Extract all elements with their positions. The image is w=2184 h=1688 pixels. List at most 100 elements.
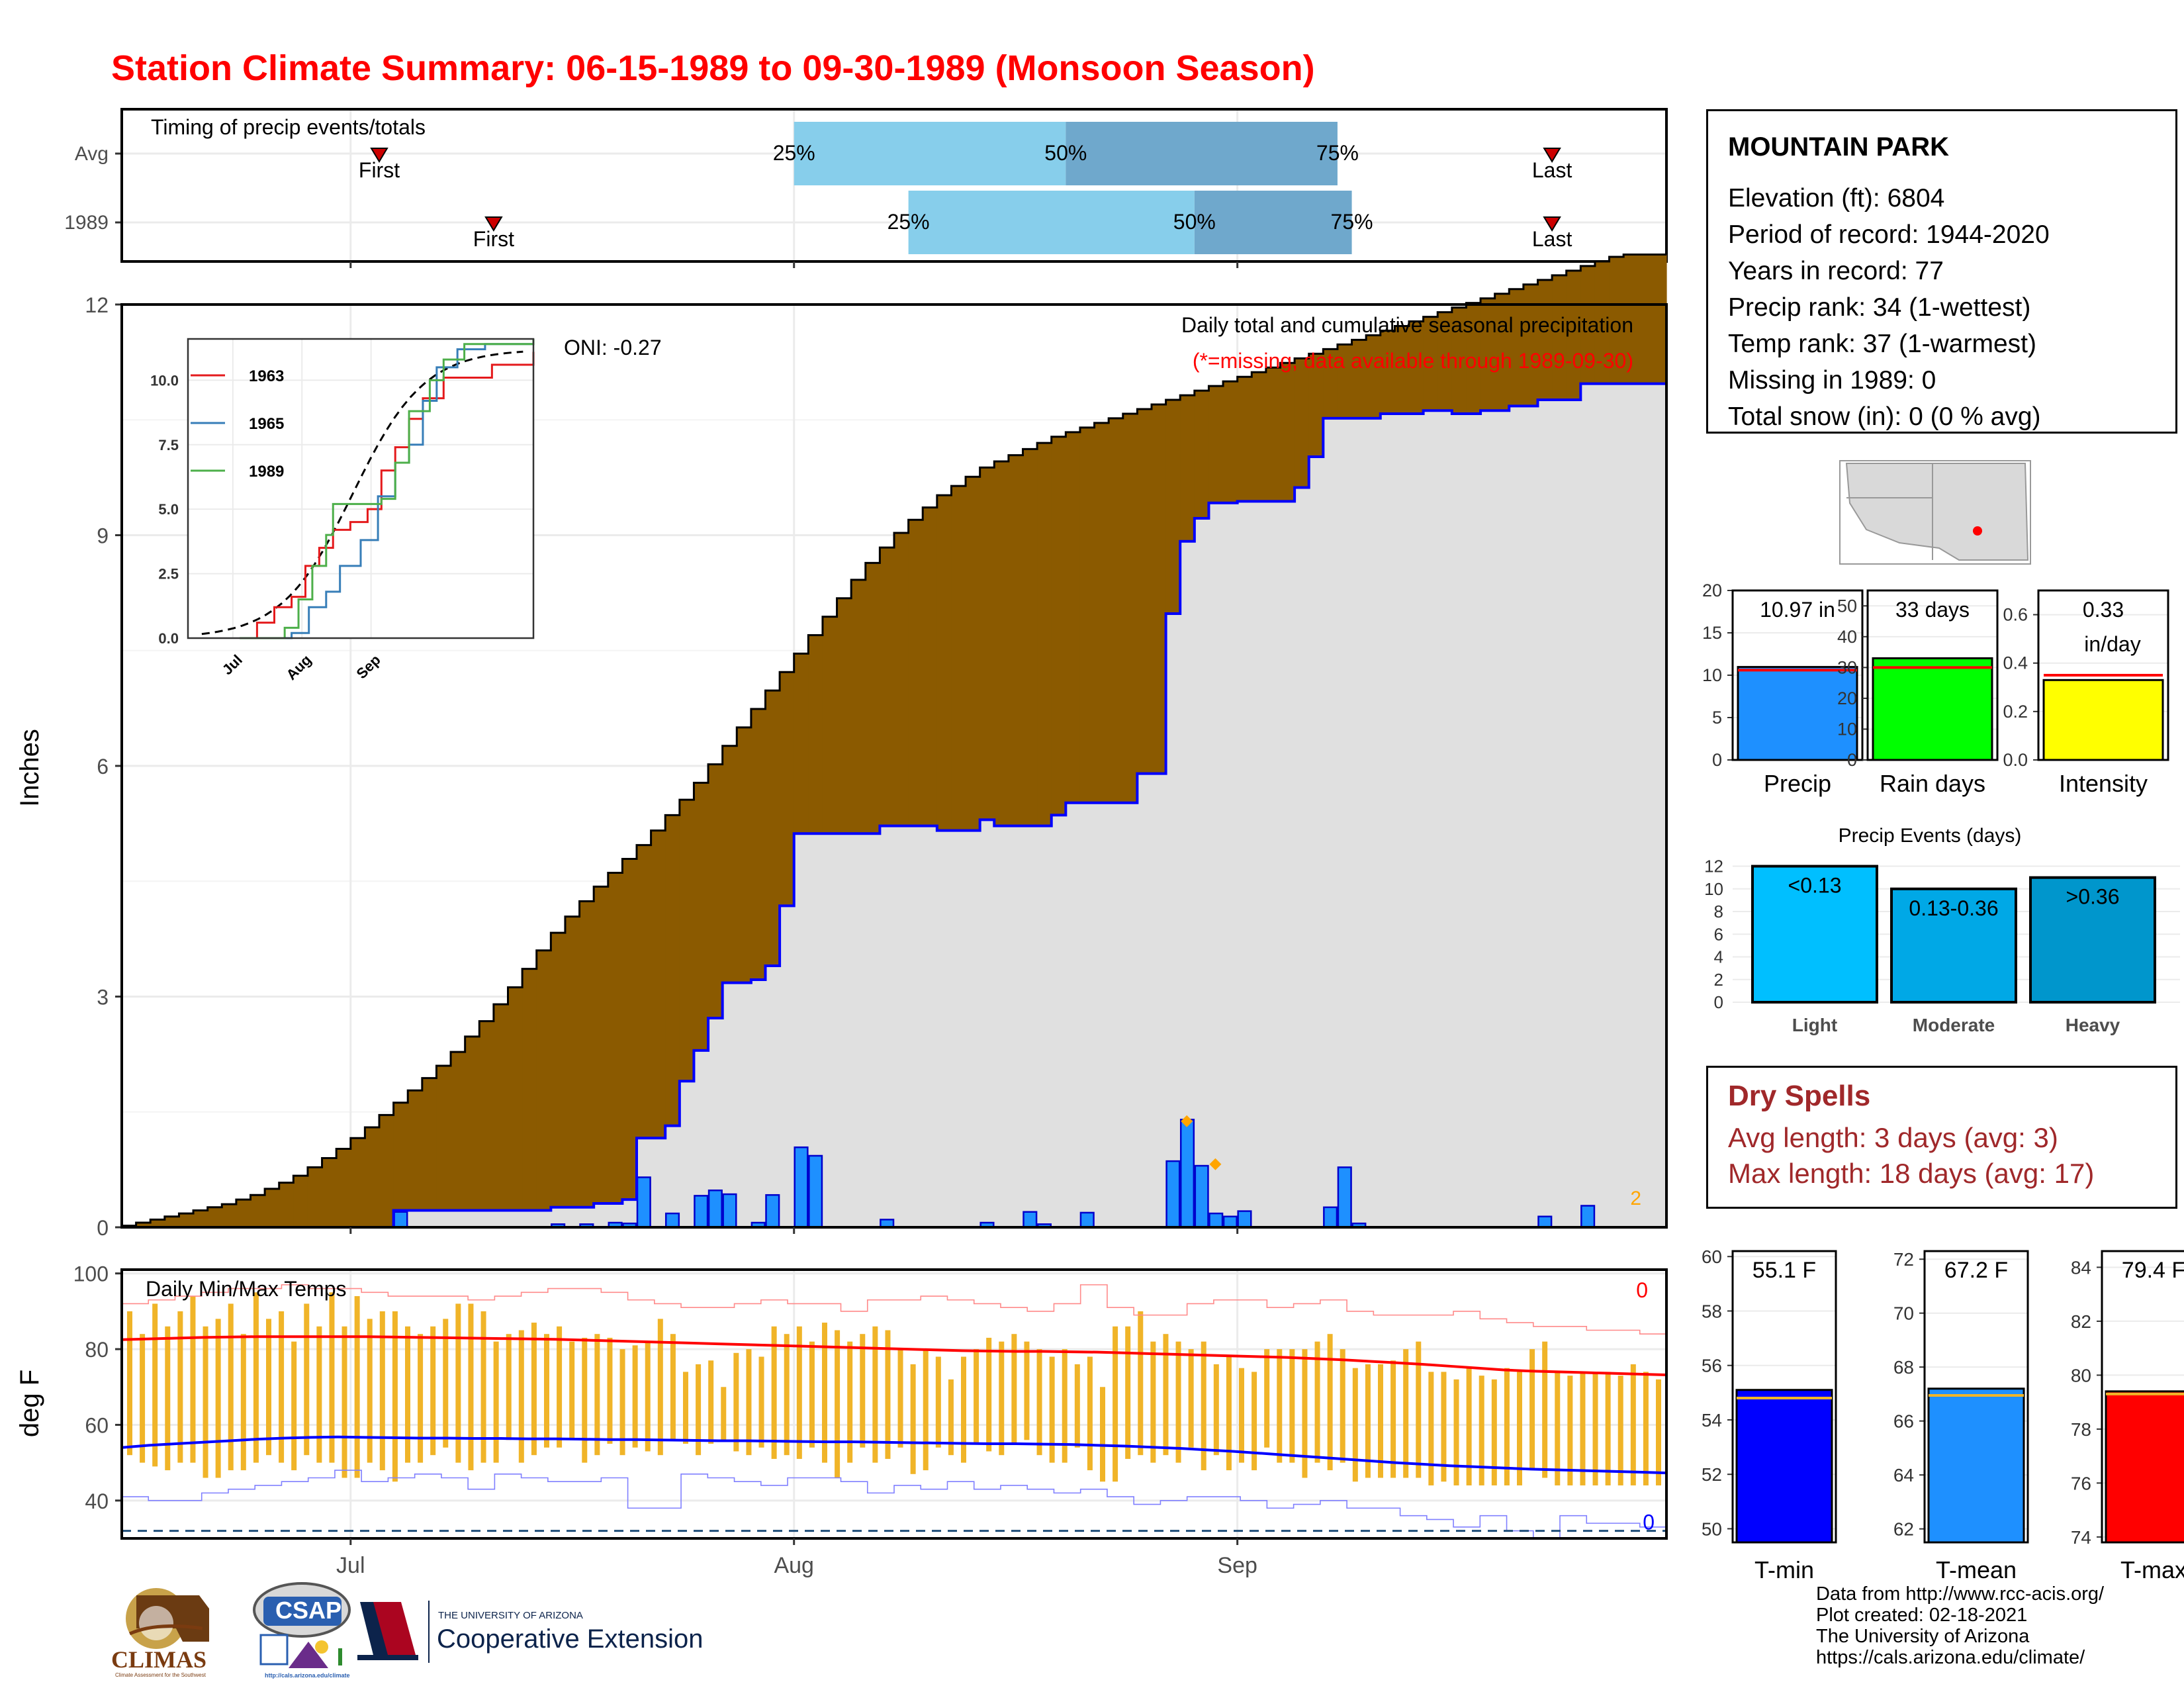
daily-temp-range-bar bbox=[1302, 1349, 1308, 1478]
below-average-fill bbox=[1509, 289, 1524, 406]
station-info-panel: MOUNTAIN PARK Elevation (ft): 6804 Perio… bbox=[1706, 109, 2177, 434]
daily-precip-bar bbox=[1222, 1215, 1238, 1229]
below-average-fill bbox=[265, 1188, 280, 1227]
below-average-fill bbox=[780, 672, 795, 906]
temp-y-tick-label: 40 bbox=[85, 1489, 109, 1513]
below-average-fill bbox=[1079, 427, 1095, 803]
below-average-fill bbox=[708, 764, 723, 1019]
x-axis-month-label: Sep bbox=[1217, 1553, 1257, 1578]
precip-events-title: Precip Events (days) bbox=[1839, 825, 2022, 847]
daily-temp-range-bar bbox=[1428, 1372, 1434, 1485]
daily-temp-range-bar bbox=[1150, 1341, 1156, 1463]
summary-bar-category-label: Precip bbox=[1764, 770, 1831, 797]
first-event-marker bbox=[484, 216, 503, 232]
station-snow: Total snow (in): 0 (0 % avg) bbox=[1728, 402, 2041, 431]
daily-temp-range-bar bbox=[518, 1330, 524, 1463]
daily-temp-range-bar bbox=[190, 1296, 196, 1463]
precip-events-bar-label: <0.13 bbox=[1788, 874, 1842, 898]
below-average-fill bbox=[951, 486, 966, 831]
precip-events-bar-label: 0.13-0.36 bbox=[1909, 896, 1998, 920]
inset-bg bbox=[188, 339, 533, 638]
below-average-fill bbox=[1394, 326, 1410, 414]
below-average-fill bbox=[279, 1182, 294, 1227]
below-average-fill bbox=[765, 690, 780, 966]
daily-temp-range-bar bbox=[1163, 1334, 1169, 1456]
csap-url: http://cals.arizona.edu/climate bbox=[265, 1672, 350, 1679]
daily-temp-range-bar bbox=[923, 1349, 929, 1471]
below-average-fill bbox=[579, 901, 594, 1207]
first-event-marker bbox=[370, 148, 388, 163]
daily-temp-range-bar bbox=[1125, 1326, 1131, 1459]
below-average-fill bbox=[436, 1066, 451, 1211]
daily-temp-range-bar bbox=[1542, 1341, 1548, 1478]
below-average-fill bbox=[1066, 432, 1081, 803]
daily-temp-range-bar bbox=[986, 1337, 992, 1452]
credit-line: The University of Arizona bbox=[1816, 1626, 2030, 1647]
daily-temp-range-bar bbox=[1504, 1368, 1510, 1485]
daily-temp-range-bar bbox=[443, 1319, 449, 1448]
below-average-fill bbox=[551, 933, 566, 1207]
below-average-fill bbox=[393, 1102, 408, 1211]
logo-strip: CLIMAS Climate Assessment for the Southw… bbox=[110, 1582, 745, 1681]
daily-temp-range-bar bbox=[1289, 1349, 1295, 1463]
below-average-fill bbox=[923, 507, 938, 826]
daily-temp-range-bar bbox=[405, 1326, 410, 1463]
summary-bar-value bbox=[2042, 679, 2164, 761]
inset-legend-label: 1965 bbox=[249, 415, 284, 433]
summary-bar-y-tick-label: 20 bbox=[1702, 581, 1722, 600]
daily-temp-range-bar bbox=[809, 1341, 815, 1448]
inset-legend-label: 1989 bbox=[249, 463, 284, 481]
daily-temp-range-bar bbox=[1024, 1341, 1030, 1440]
daily-temp-range-bar bbox=[367, 1319, 373, 1463]
daily-temp-range-bar bbox=[392, 1311, 398, 1482]
below-average-fill bbox=[1295, 358, 1310, 488]
below-average-fill bbox=[1523, 284, 1539, 406]
average-tmax-line bbox=[121, 1335, 1667, 1376]
below-average-fill bbox=[293, 1176, 308, 1227]
below-average-fill bbox=[722, 745, 737, 983]
below-average-fill bbox=[1223, 381, 1238, 503]
below-average-fill bbox=[1437, 312, 1453, 411]
below-average-fill bbox=[408, 1090, 423, 1211]
daily-precip-bar bbox=[1179, 1119, 1195, 1229]
below-average-fill bbox=[1008, 455, 1024, 826]
temp-summary-category-label: T-min bbox=[1754, 1556, 1814, 1583]
temp-summary-y-tick-label: 78 bbox=[2071, 1419, 2091, 1440]
daily-temp-range-bar bbox=[354, 1296, 360, 1478]
daily-temp-range-bar bbox=[1062, 1349, 1068, 1463]
timing-label-75: 75% bbox=[1331, 210, 1373, 234]
daily-temp-range-bar bbox=[1251, 1372, 1257, 1471]
timing-label-50: 50% bbox=[1173, 210, 1216, 234]
precip-panel-border bbox=[120, 303, 1668, 1229]
daily-temp-range-bar bbox=[872, 1326, 878, 1463]
daily-temp-range-bar bbox=[1390, 1360, 1396, 1478]
inset-y-tick-label: 5.0 bbox=[158, 501, 179, 518]
daily-temp-range-bar bbox=[1567, 1376, 1573, 1485]
daily-precip-bar bbox=[765, 1194, 780, 1229]
csap-logo bbox=[253, 1582, 351, 1668]
daily-temp-range-bar bbox=[1491, 1379, 1497, 1485]
daily-precip-bar bbox=[393, 1211, 408, 1229]
daily-temp-range-bar bbox=[468, 1303, 474, 1471]
inset-y-tick-label: 10.0 bbox=[150, 372, 179, 389]
daily-temp-range-bar bbox=[279, 1311, 285, 1463]
below-average-fill bbox=[1537, 279, 1553, 400]
below-average-fill bbox=[136, 1223, 151, 1227]
timing-row-label: 1989 bbox=[64, 212, 109, 234]
below-average-fill bbox=[1652, 254, 1667, 384]
precip-events-y-tick-label: 10 bbox=[1704, 879, 1723, 899]
daily-temp-range-bar bbox=[569, 1341, 575, 1440]
daily-temp-range-bar bbox=[1352, 1368, 1358, 1482]
temp-summary-y-tick-label: 76 bbox=[2071, 1473, 2091, 1493]
daily-temp-range-bar bbox=[1656, 1379, 1661, 1485]
daily-precip-bar bbox=[1208, 1212, 1224, 1229]
timing-label-75: 75% bbox=[1316, 141, 1359, 165]
daily-precip-bar bbox=[808, 1154, 823, 1229]
precip-subtitle: (*=missing, data available through 1989-… bbox=[1193, 349, 1633, 373]
daily-temp-range-bar bbox=[203, 1326, 208, 1478]
below-average-fill bbox=[822, 616, 838, 834]
below-average-fill bbox=[222, 1204, 237, 1227]
below-average-fill bbox=[851, 579, 866, 834]
below-average-fill bbox=[1137, 408, 1152, 774]
daily-temp-range-bar bbox=[1517, 1372, 1522, 1485]
